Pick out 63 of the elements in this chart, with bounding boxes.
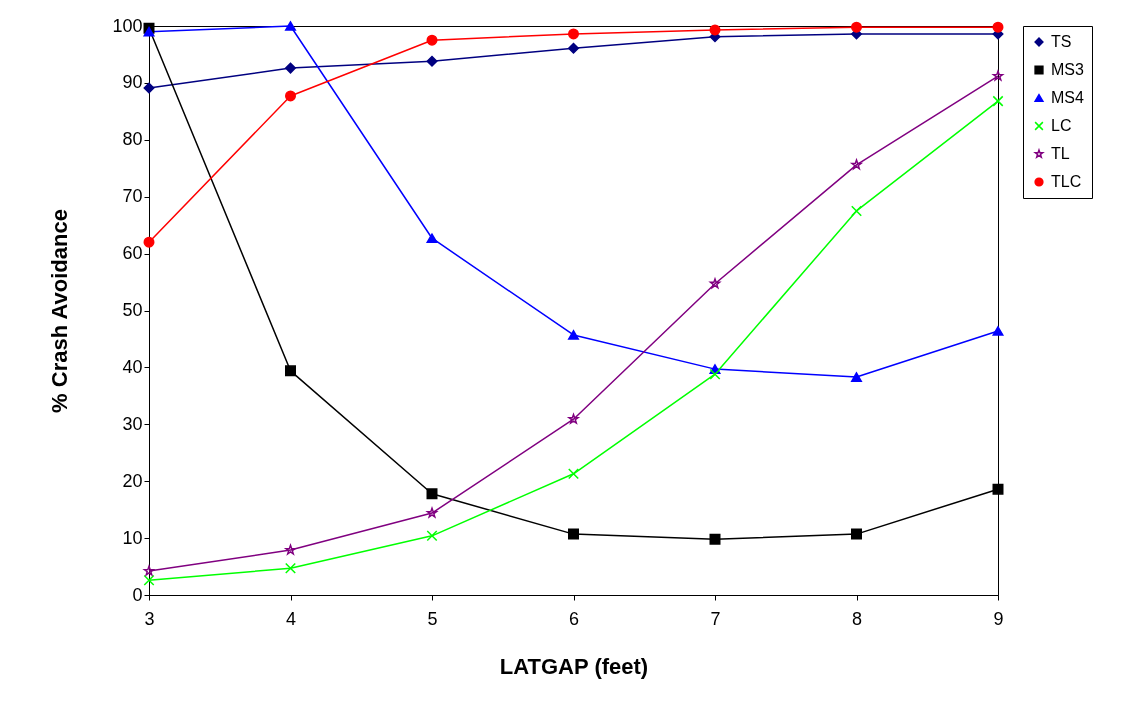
- x-axis-title: LATGAP (feet): [499, 653, 649, 679]
- point: [568, 42, 579, 54]
- point: [992, 483, 1004, 495]
- x-tick-label: 9: [993, 608, 1004, 629]
- point: [143, 236, 155, 248]
- point: [285, 562, 296, 574]
- y-axis-title: % Crash Avoidance: [47, 209, 73, 413]
- point: [285, 544, 296, 555]
- point: [851, 205, 862, 217]
- y-tick-label: 0: [132, 584, 143, 605]
- y-tick-label: 10: [122, 527, 143, 548]
- point: [143, 574, 155, 586]
- x-tick-label: 3: [144, 608, 155, 629]
- point: [709, 368, 721, 380]
- point: [851, 21, 862, 33]
- legend-label: TS: [1051, 33, 1072, 50]
- point: [709, 278, 721, 289]
- y-tick-label: 30: [122, 413, 143, 434]
- point: [426, 488, 438, 500]
- point: [851, 159, 862, 170]
- x-tick-label: 5: [427, 608, 438, 629]
- y-tick-label: 80: [122, 129, 143, 150]
- y-tick-label: 90: [122, 72, 143, 93]
- point: [285, 21, 296, 31]
- point: [143, 565, 155, 576]
- point: [709, 24, 721, 36]
- point: [426, 530, 438, 542]
- y-tick-label: 100: [112, 15, 143, 36]
- point: [426, 233, 438, 244]
- point: [709, 533, 721, 545]
- point: [568, 413, 579, 424]
- point: [426, 55, 438, 67]
- point: [992, 70, 1004, 81]
- y-tick-label: 70: [122, 186, 143, 207]
- x-tick-label: 7: [710, 608, 721, 629]
- point: [285, 90, 296, 102]
- y-tick-label: 60: [122, 243, 143, 264]
- y-tick-label: 20: [122, 470, 143, 491]
- point: [992, 21, 1004, 33]
- point: [992, 95, 1004, 107]
- legend-label: MS4: [1051, 89, 1084, 106]
- point: [568, 528, 579, 540]
- x-tick-label: 8: [851, 608, 863, 629]
- legend-label: LC: [1051, 117, 1072, 134]
- x-tick-label: 6: [568, 608, 580, 629]
- x-tick-label: 4: [285, 608, 297, 629]
- legend-label: MS3: [1051, 61, 1084, 78]
- legend-label: TL: [1051, 145, 1070, 162]
- point: [568, 468, 579, 480]
- y-tick-label: 50: [122, 300, 143, 320]
- y-tick-label: 40: [122, 356, 143, 377]
- point: [992, 326, 1004, 336]
- point: [285, 62, 296, 74]
- point: [568, 330, 579, 340]
- legend-label: TLC: [1051, 173, 1082, 190]
- point: [285, 365, 296, 377]
- point: [426, 507, 438, 518]
- point: [143, 26, 155, 37]
- point: [143, 82, 155, 94]
- point: [568, 28, 579, 40]
- point: [426, 34, 438, 46]
- point: [851, 528, 862, 540]
- point: [851, 372, 862, 382]
